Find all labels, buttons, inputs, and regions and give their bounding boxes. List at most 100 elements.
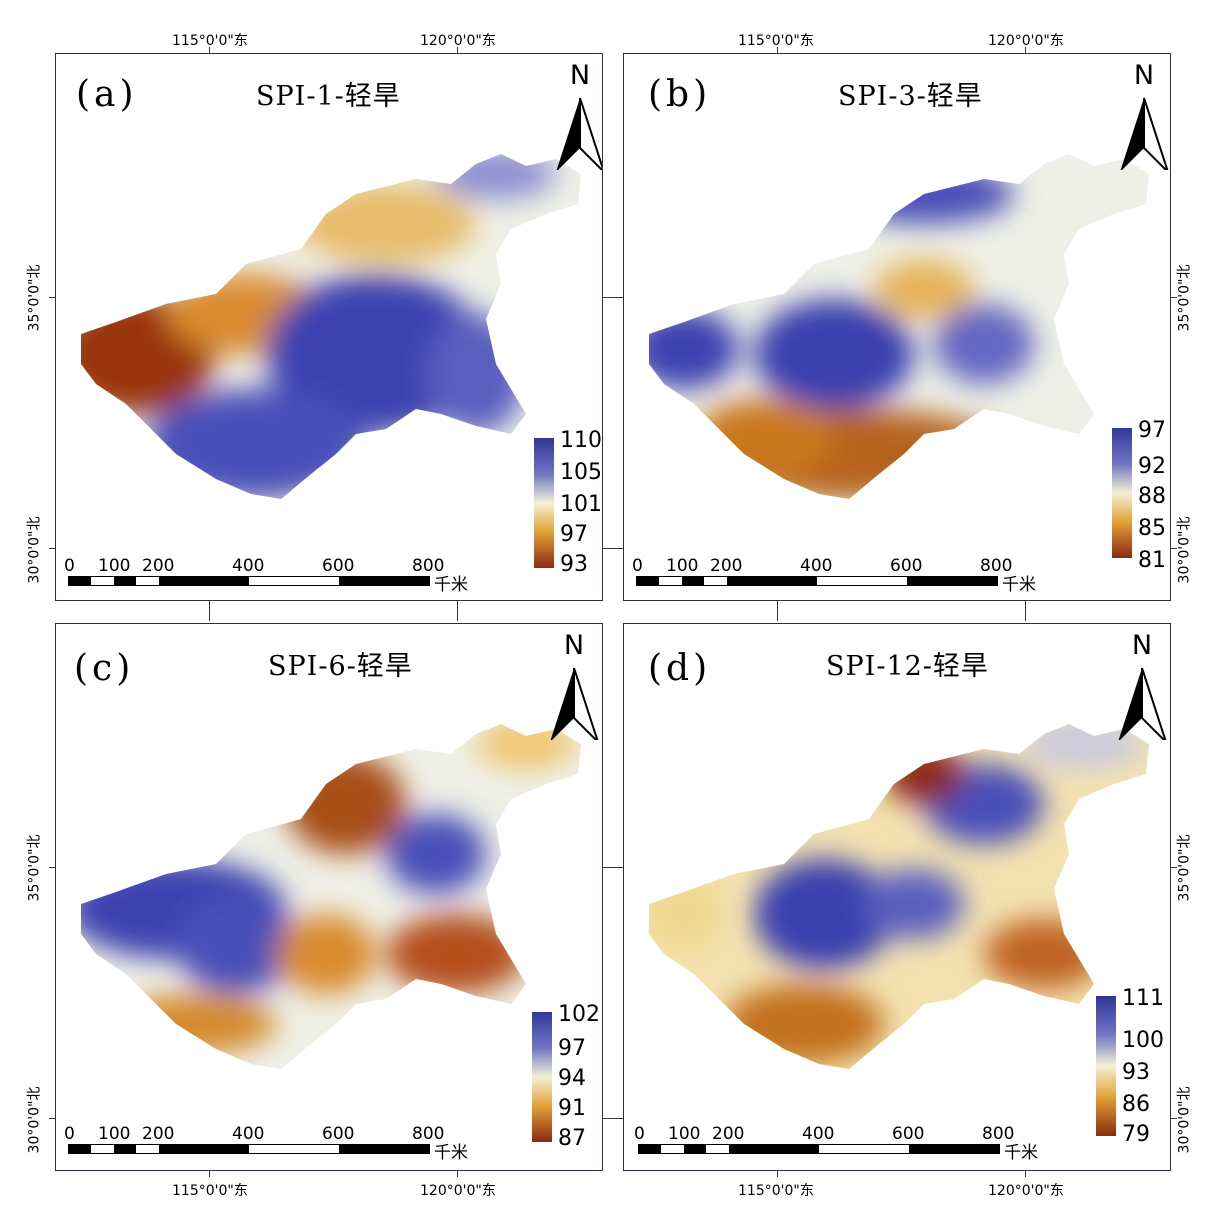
legend-tick: 87 <box>558 1126 586 1151</box>
axis-tick <box>49 297 55 298</box>
map-panel-b: (b) SPI-3-轻旱 N 97 92 88 85 81 0 100 200 … <box>623 53 1171 601</box>
axis-tick <box>49 1118 55 1119</box>
legend-colorbar <box>532 1012 552 1142</box>
north-arrow: N <box>1114 60 1170 170</box>
longitude-label: 115°0'0"东 <box>738 33 814 49</box>
axis-tick <box>209 47 210 53</box>
scale-tick: 100 <box>98 1124 131 1144</box>
axis-tick <box>777 1171 778 1177</box>
legend-tick: 86 <box>1122 1092 1150 1117</box>
scale-bar-graphic <box>638 1144 1000 1154</box>
legend: 110 105 101 97 93 <box>534 430 602 577</box>
axis-tick <box>1171 1118 1177 1119</box>
longitude-label: 120°0'0"东 <box>420 1183 496 1199</box>
scale-tick: 400 <box>800 556 833 576</box>
longitude-label: 115°0'0"东 <box>172 1183 248 1199</box>
scale-unit: 千米 <box>1002 575 1036 595</box>
legend-tick: 88 <box>1138 484 1166 509</box>
north-arrow: N <box>1112 630 1170 740</box>
scale-tick: 600 <box>322 1124 355 1144</box>
scale-tick: 800 <box>980 556 1013 576</box>
legend-tick: 97 <box>1138 418 1166 443</box>
scale-bar: 0 100 200 400 600 800 千米 <box>64 1124 498 1170</box>
choropleth-map-a <box>81 154 581 499</box>
legend-tick: 102 <box>558 1002 600 1027</box>
legend-tick: 105 <box>560 460 602 485</box>
north-label: N <box>1131 630 1153 661</box>
scale-unit: 千米 <box>434 1143 468 1163</box>
latitude-label: 30°0'0"北 <box>1176 1086 1193 1154</box>
axis-tick <box>49 867 55 868</box>
scale-tick: 600 <box>892 1124 925 1144</box>
latitude-label: 30°0'0"北 <box>26 1086 43 1154</box>
legend: 102 97 94 91 87 <box>532 1004 602 1151</box>
legend-tick: 97 <box>560 522 588 547</box>
legend: 111 100 93 86 79 <box>1096 988 1170 1146</box>
scale-tick: 0 <box>634 1124 645 1144</box>
scale-tick: 400 <box>232 556 265 576</box>
scale-tick: 600 <box>322 556 355 576</box>
scale-tick: 600 <box>890 556 923 576</box>
scale-unit: 千米 <box>1004 1143 1038 1163</box>
axis-tick <box>209 1171 210 1177</box>
scale-tick: 800 <box>412 1124 445 1144</box>
north-label: N <box>563 630 585 661</box>
axis-tick <box>603 1118 623 1119</box>
scale-tick: 200 <box>712 1124 745 1144</box>
latitude-label: 35°0'0"北 <box>1176 834 1193 902</box>
north-label: N <box>1133 60 1155 91</box>
panel-title: SPI-1-轻旱 <box>256 81 401 112</box>
scale-tick: 800 <box>982 1124 1015 1144</box>
scale-unit: 千米 <box>434 575 468 595</box>
map-panel-c: (c) SPI-6-轻旱 N 102 97 94 91 87 0 100 200… <box>55 623 603 1171</box>
legend-tick: 92 <box>1138 454 1166 479</box>
scale-bar: 0 100 200 400 600 800 千米 <box>634 1124 1068 1170</box>
north-arrow-icon <box>556 97 602 170</box>
legend-tick: 93 <box>560 552 588 577</box>
axis-tick <box>1025 601 1026 621</box>
axis-tick <box>457 601 458 621</box>
scale-tick: 800 <box>412 556 445 576</box>
legend: 97 92 88 85 81 <box>1112 420 1170 572</box>
north-arrow-icon <box>1118 667 1167 740</box>
scale-tick: 100 <box>666 556 699 576</box>
axis-tick <box>209 601 210 621</box>
scale-bar-graphic <box>68 576 430 586</box>
latitude-label: 30°0'0"北 <box>26 516 43 584</box>
north-arrow-icon <box>1120 97 1169 170</box>
axis-tick <box>1171 548 1177 549</box>
legend-tick: 85 <box>1138 516 1166 541</box>
scale-bar-graphic <box>636 576 998 586</box>
legend-colorbar <box>1096 996 1116 1136</box>
scale-tick: 400 <box>232 1124 265 1144</box>
axis-tick <box>603 548 623 549</box>
scale-tick: 0 <box>632 556 643 576</box>
choropleth-map-b <box>649 154 1149 499</box>
north-arrow-icon <box>550 667 599 740</box>
choropleth-map-c <box>81 724 581 1069</box>
legend-tick: 94 <box>558 1066 586 1091</box>
scale-tick: 100 <box>98 556 131 576</box>
axis-tick <box>49 548 55 549</box>
axis-tick <box>777 47 778 53</box>
legend-colorbar <box>1112 428 1132 558</box>
scale-tick: 200 <box>142 1124 175 1144</box>
map-panel-d: (d) SPI-12-轻旱 N 111 100 93 86 79 0 100 2… <box>623 623 1171 1171</box>
axis-tick <box>1171 297 1177 298</box>
legend-tick: 81 <box>1138 548 1166 573</box>
scale-bar: 0 100 200 400 600 800 千米 <box>632 556 1066 600</box>
longitude-label: 115°0'0"东 <box>738 1183 814 1199</box>
legend-tick: 93 <box>1122 1060 1150 1085</box>
panel-title: SPI-6-轻旱 <box>268 651 413 682</box>
legend-colorbar <box>534 438 554 568</box>
axis-tick <box>603 297 623 298</box>
axis-tick <box>457 47 458 53</box>
legend-tick: 97 <box>558 1036 586 1061</box>
scale-bar-graphic <box>68 1144 430 1154</box>
panel-title: SPI-12-轻旱 <box>826 651 989 682</box>
axis-tick <box>1025 47 1026 53</box>
panel-label: (a) <box>76 74 138 115</box>
latitude-label: 35°0'0"北 <box>1176 264 1193 332</box>
longitude-label: 120°0'0"东 <box>988 33 1064 49</box>
scale-tick: 200 <box>142 556 175 576</box>
